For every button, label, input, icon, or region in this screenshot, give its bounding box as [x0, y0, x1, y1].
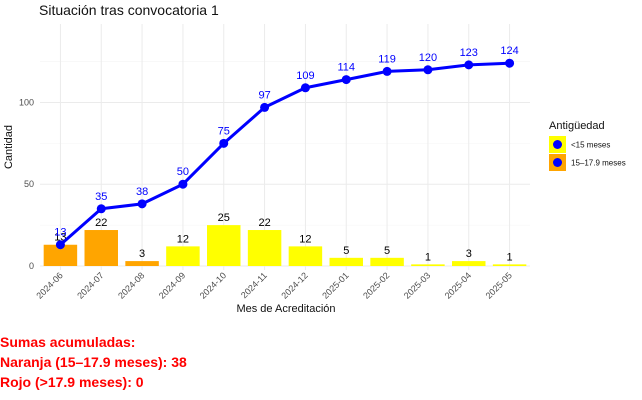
line-point — [96, 204, 106, 214]
legend-key-marker — [553, 140, 562, 149]
line-labels: 13 35 38 50 75 97 109 114 119 120 123 124 — [54, 45, 518, 239]
bar-value-label: 22 — [258, 217, 270, 229]
y-tick-label: 50 — [24, 179, 34, 189]
y-axis-ticks: 0 50 100 — [19, 97, 34, 271]
y-tick-label: 0 — [29, 261, 34, 271]
line-value-label: 124 — [500, 45, 518, 57]
x-tick-label: 2024-10 — [198, 270, 228, 300]
line-series — [55, 58, 515, 250]
sums-red: Rojo (>17.9 meses): 0 — [0, 374, 144, 390]
bar — [411, 264, 445, 266]
bar-value-label: 3 — [139, 248, 145, 260]
bar — [207, 225, 241, 266]
line-value-label: 120 — [419, 52, 437, 64]
bar — [329, 257, 363, 266]
legend-key-marker — [553, 158, 562, 167]
line-value-label: 13 — [54, 227, 66, 239]
bar-value-label: 12 — [177, 233, 189, 245]
x-tick-label: 2024-09 — [157, 270, 187, 300]
legend-label: 15–17.9 meses — [571, 159, 626, 168]
line-value-label: 119 — [378, 53, 396, 65]
line-value-label: 50 — [177, 166, 189, 178]
y-tick-label: 100 — [19, 97, 34, 107]
bar — [370, 257, 404, 266]
line-point — [464, 60, 474, 70]
legend: Antigüedad <15 meses 15–17.9 meses — [549, 120, 626, 171]
x-tick-label: 2025-01 — [320, 270, 350, 300]
x-tick-label: 2024-07 — [75, 270, 105, 300]
x-tick-label: 2024-11 — [239, 270, 269, 300]
bar-value-label: 3 — [466, 248, 472, 260]
line-point — [137, 199, 147, 209]
line-value-label: 35 — [95, 191, 107, 203]
x-axis-title: Mes de Acreditación — [236, 303, 335, 315]
line-point — [178, 179, 188, 189]
sums-heading: Sumas acumuladas: — [0, 334, 136, 350]
x-tick-label: 2025-04 — [443, 270, 473, 300]
chart-title: Situación tras convocatoria 1 — [39, 2, 219, 18]
cumulative-sums: Sumas acumuladas: Naranja (15–17.9 meses… — [0, 332, 187, 392]
bar-value-label: 22 — [95, 217, 107, 229]
x-axis-ticks: 2024-06 2024-07 2024-08 2024-09 2024-10 2024-… — [34, 270, 514, 300]
bar — [43, 244, 78, 266]
legend-title: Antigüedad — [549, 120, 605, 132]
line-value-label: 75 — [218, 125, 230, 137]
bar — [125, 261, 159, 266]
bar-value-label: 12 — [299, 233, 311, 245]
bar — [84, 230, 118, 266]
x-tick-label: 2024-06 — [34, 270, 64, 300]
bar-value-label: 1 — [425, 251, 431, 263]
bar — [166, 246, 200, 266]
line-point — [55, 240, 65, 250]
line-point — [219, 138, 229, 148]
line-point — [505, 58, 515, 68]
bar — [247, 230, 282, 266]
bar-value-label: 5 — [343, 245, 349, 257]
bar-value-label: 5 — [384, 245, 390, 257]
line-point — [300, 83, 310, 93]
sums-orange: Naranja (15–17.9 meses): 38 — [0, 354, 187, 370]
x-tick-label: 2024-08 — [116, 270, 146, 300]
x-tick-label: 2024-12 — [279, 270, 309, 300]
bar — [452, 261, 486, 266]
y-axis-title: Cantidad — [3, 125, 15, 169]
legend-label: <15 meses — [571, 141, 610, 150]
line-value-label: 97 — [258, 89, 270, 101]
line-point — [260, 102, 270, 112]
x-tick-label: 2025-02 — [361, 270, 391, 300]
bar-value-label: 25 — [218, 212, 230, 224]
line-value-label: 114 — [337, 62, 355, 74]
line-point — [423, 65, 433, 75]
line-value-label: 38 — [136, 186, 148, 198]
bar-value-label: 1 — [507, 251, 513, 263]
bar — [288, 246, 323, 266]
line-value-label: 123 — [460, 47, 478, 59]
line-point — [341, 75, 351, 85]
x-tick-label: 2025-03 — [402, 270, 432, 300]
x-tick-label: 2025-05 — [484, 270, 514, 300]
line-point — [382, 66, 392, 76]
plot-grid — [40, 24, 530, 270]
bar-series — [43, 225, 527, 266]
line-value-label: 109 — [296, 70, 314, 82]
bar — [492, 264, 527, 266]
line-path — [59, 61, 510, 246]
